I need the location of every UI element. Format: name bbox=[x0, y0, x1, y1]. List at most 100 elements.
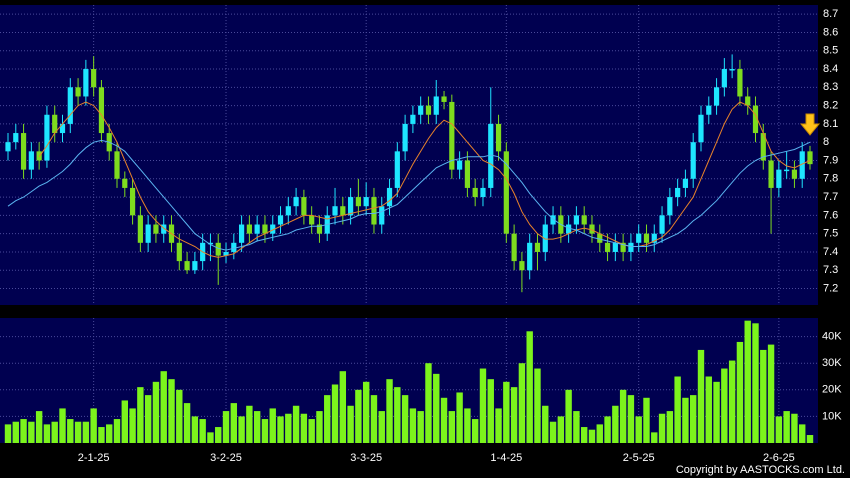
candle-body bbox=[394, 151, 400, 188]
y-tick-label: 7.6 bbox=[823, 209, 838, 221]
y-tick-label: 8.4 bbox=[823, 63, 838, 75]
candle-body bbox=[340, 206, 346, 216]
candle-body bbox=[192, 261, 198, 271]
volume-bar bbox=[183, 403, 191, 443]
candle-body bbox=[737, 69, 743, 97]
candle-body bbox=[534, 242, 541, 252]
volume-bar bbox=[580, 427, 588, 443]
candle-body bbox=[791, 169, 798, 179]
volume-bar bbox=[347, 405, 354, 443]
x-tick-label: 2-6-25 bbox=[763, 452, 795, 464]
y-tick-label: 7.7 bbox=[823, 191, 838, 203]
volume-bar bbox=[456, 392, 463, 443]
candle-body bbox=[129, 187, 136, 216]
candle-body bbox=[760, 133, 766, 161]
candle-body bbox=[729, 69, 735, 71]
y-tick-label: 40K bbox=[822, 331, 842, 343]
volume-bar bbox=[448, 411, 456, 443]
y-tick-label: 8 bbox=[823, 136, 829, 148]
volume-bar bbox=[728, 360, 736, 443]
candle-body bbox=[706, 105, 712, 115]
y-tick-label: 8.5 bbox=[823, 45, 838, 57]
x-tick-label: 2-5-25 bbox=[623, 452, 655, 464]
candle-body bbox=[511, 233, 517, 262]
candle-body bbox=[776, 169, 782, 188]
y-tick-label: 10K bbox=[822, 410, 842, 422]
volume-bar bbox=[510, 387, 518, 443]
volume-bar bbox=[121, 400, 128, 443]
candle-body bbox=[262, 224, 268, 234]
volume-bar bbox=[565, 389, 572, 443]
volume-bar bbox=[59, 408, 66, 443]
candle-body bbox=[628, 242, 634, 252]
volume-bar bbox=[440, 397, 448, 443]
candle-body bbox=[161, 224, 167, 234]
candle-body bbox=[5, 142, 11, 152]
volume-bar bbox=[230, 403, 238, 443]
candle-body bbox=[207, 242, 214, 245]
volume-bar bbox=[222, 411, 230, 443]
candle-body bbox=[386, 187, 393, 207]
volume-bar bbox=[308, 419, 315, 443]
candle-body bbox=[293, 197, 299, 207]
candle-body bbox=[153, 224, 159, 234]
candle-body bbox=[690, 142, 696, 179]
candle-body bbox=[768, 160, 774, 188]
candle-body bbox=[752, 105, 759, 134]
candle-body bbox=[636, 233, 642, 243]
candle-body bbox=[67, 87, 73, 124]
y-tick-label: 7.4 bbox=[823, 246, 838, 258]
volume-bar bbox=[736, 341, 744, 443]
candle-body bbox=[542, 224, 548, 252]
candle-body bbox=[682, 178, 689, 188]
candle-body bbox=[675, 187, 681, 198]
volume-panel bbox=[0, 318, 818, 443]
volume-bar bbox=[588, 429, 596, 443]
candle-body bbox=[246, 224, 252, 234]
candle-body bbox=[98, 87, 105, 134]
candle-body bbox=[581, 215, 587, 225]
candle-body bbox=[301, 197, 307, 216]
volume-bar bbox=[612, 405, 619, 443]
x-tick-label: 2-1-25 bbox=[78, 452, 110, 464]
candle-body bbox=[254, 224, 260, 234]
candle-body bbox=[223, 251, 229, 256]
volume-bar bbox=[152, 381, 160, 443]
volume-bar bbox=[471, 419, 479, 443]
volume-bar bbox=[253, 411, 261, 443]
volume-bar bbox=[20, 419, 27, 443]
candle-body bbox=[651, 233, 657, 243]
candle-body bbox=[425, 105, 432, 115]
volume-bar bbox=[355, 389, 362, 443]
candle-body bbox=[480, 187, 486, 198]
volume-bar bbox=[409, 408, 417, 443]
candle-body bbox=[449, 101, 455, 170]
candle-body bbox=[659, 215, 665, 234]
volume-bar bbox=[721, 368, 728, 443]
y-tick-label: 8.7 bbox=[823, 8, 838, 20]
volume-bar bbox=[643, 397, 650, 443]
candle-body bbox=[91, 69, 97, 88]
arrow-marker bbox=[799, 113, 821, 136]
candle-body bbox=[495, 123, 502, 152]
volume-bar bbox=[292, 405, 300, 443]
volume-bar bbox=[67, 419, 74, 443]
candle-body bbox=[410, 114, 416, 124]
y-tick-label: 20K bbox=[822, 384, 842, 396]
candle-body bbox=[667, 197, 673, 216]
volume-bar bbox=[526, 331, 533, 443]
candle-body bbox=[698, 114, 704, 143]
volume-bar bbox=[199, 419, 206, 443]
volume-bar bbox=[113, 419, 121, 443]
y-tick-label: 7.9 bbox=[823, 154, 838, 166]
volume-bar bbox=[495, 408, 502, 443]
volume-bar bbox=[674, 376, 681, 443]
volume-bar bbox=[386, 379, 393, 443]
volume-bar bbox=[658, 413, 666, 443]
volume-bar bbox=[331, 384, 339, 443]
volume-bar bbox=[425, 363, 432, 443]
volume-bar bbox=[666, 411, 674, 443]
candle-body bbox=[379, 206, 385, 225]
candle-body bbox=[316, 224, 323, 234]
